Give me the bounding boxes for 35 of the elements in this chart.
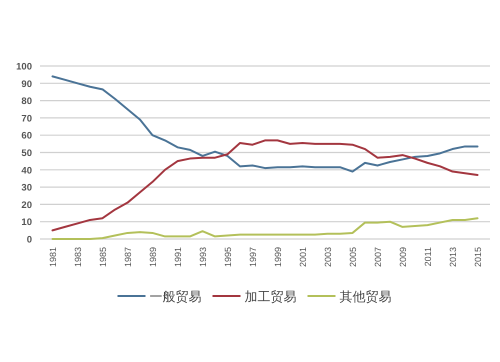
y-tick-label: 30 [21, 182, 32, 194]
y-tick-label: 40 [21, 165, 32, 176]
x-tick-label: 1993 [198, 247, 208, 268]
x-tick-label: 1999 [273, 247, 283, 268]
x-tick-label: 2005 [348, 247, 358, 268]
x-tick-label: 1987 [123, 247, 133, 268]
line-series [52, 75, 478, 173]
line-series [52, 139, 478, 232]
legend-label: 其他贸易 [340, 289, 392, 304]
x-tick-label: 2009 [398, 247, 408, 268]
x-tick-label: 2011 [423, 247, 433, 266]
x-tick-label: 2013 [448, 247, 458, 268]
x-tick-label: 2007 [373, 247, 383, 268]
line-series [52, 217, 478, 240]
y-tick-label: 50 [21, 148, 32, 159]
x-tick-label: 1981 [48, 247, 58, 268]
x-tick-label: 2001 [298, 247, 308, 268]
y-tick-label: 80 [21, 96, 32, 108]
x-tick-label: 2015 [473, 247, 483, 268]
y-tick-label: 100 [16, 62, 32, 72]
x-tick-label: 1985 [98, 247, 108, 268]
y-tick-label: 0 [26, 234, 32, 246]
legend-label: 加工贸易 [244, 289, 296, 304]
legend-label: 一般贸易 [150, 289, 202, 304]
x-tick-label: 1997 [248, 247, 258, 268]
x-tick-label: 1983 [73, 247, 83, 268]
x-tick-label: 2003 [323, 247, 333, 268]
y-tick-label: 60 [21, 130, 32, 142]
y-tick-label: 10 [21, 217, 32, 228]
y-tick-label: 90 [21, 78, 32, 90]
y-tick-label: 20 [21, 200, 32, 211]
x-tick-label: 1995 [223, 247, 233, 268]
x-tick-label: 1991 [173, 247, 183, 268]
y-tick-label: 70 [21, 113, 32, 124]
x-tick-label: 1989 [148, 247, 158, 268]
